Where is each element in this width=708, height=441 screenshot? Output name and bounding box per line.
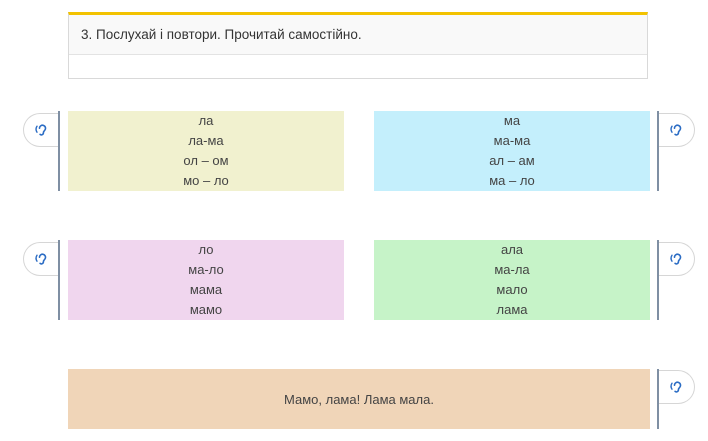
ear-listen-icon [669,253,681,265]
syllable-line: ма-ма [493,133,531,148]
task-card: 3. Послухай і повтори. Прочитай самостій… [68,12,648,79]
syllable-line: ала [500,242,524,257]
syllable-line: мало [496,282,528,297]
audio-divider [657,240,659,320]
syllable-line: ма – ло [489,173,535,188]
audio-divider [657,369,659,429]
syllable-line: ло [198,242,214,257]
ear-listen-icon [669,381,681,393]
syllable-block-4: ала ма-ла мало лама [374,240,650,320]
syllable-line: мама [189,282,223,297]
audio-divider [58,111,60,191]
audio-button-block-2[interactable] [659,113,695,147]
ear-listen-icon [34,253,46,265]
syllable-line: ма [503,113,521,128]
syllable-block-1: ла ла-ма ол – ом мо – ло [68,111,344,191]
syllable-line: лама [496,302,528,317]
syllable-block-2: ма ма-ма ал – ам ма – ло [374,111,650,191]
syllable-line: ла [198,113,214,128]
ear-listen-icon [34,124,46,136]
audio-divider [657,111,659,191]
task-title: 3. Послухай і повтори. Прочитай самостій… [69,15,647,55]
audio-button-block-1[interactable] [23,113,59,147]
sentence-block: Мамо, лама! Лама мала. [68,369,650,429]
audio-divider [58,240,60,320]
syllable-line: ма-ла [494,262,530,277]
syllable-line: ла-ма [188,133,224,148]
syllable-line: ол – ом [183,153,229,168]
syllable-line: ма-ло [188,262,224,277]
ear-listen-icon [669,124,681,136]
syllable-block-3: ло ма-ло мама мамо [68,240,344,320]
syllable-line: мамо [189,302,223,317]
audio-button-block-3[interactable] [23,242,59,276]
syllable-line: мо – ло [183,173,229,188]
audio-button-block-4[interactable] [659,242,695,276]
audio-button-sentence[interactable] [659,370,695,404]
syllable-line: ал – ам [489,153,535,168]
sentence-text: Мамо, лама! Лама мала. [284,391,434,407]
